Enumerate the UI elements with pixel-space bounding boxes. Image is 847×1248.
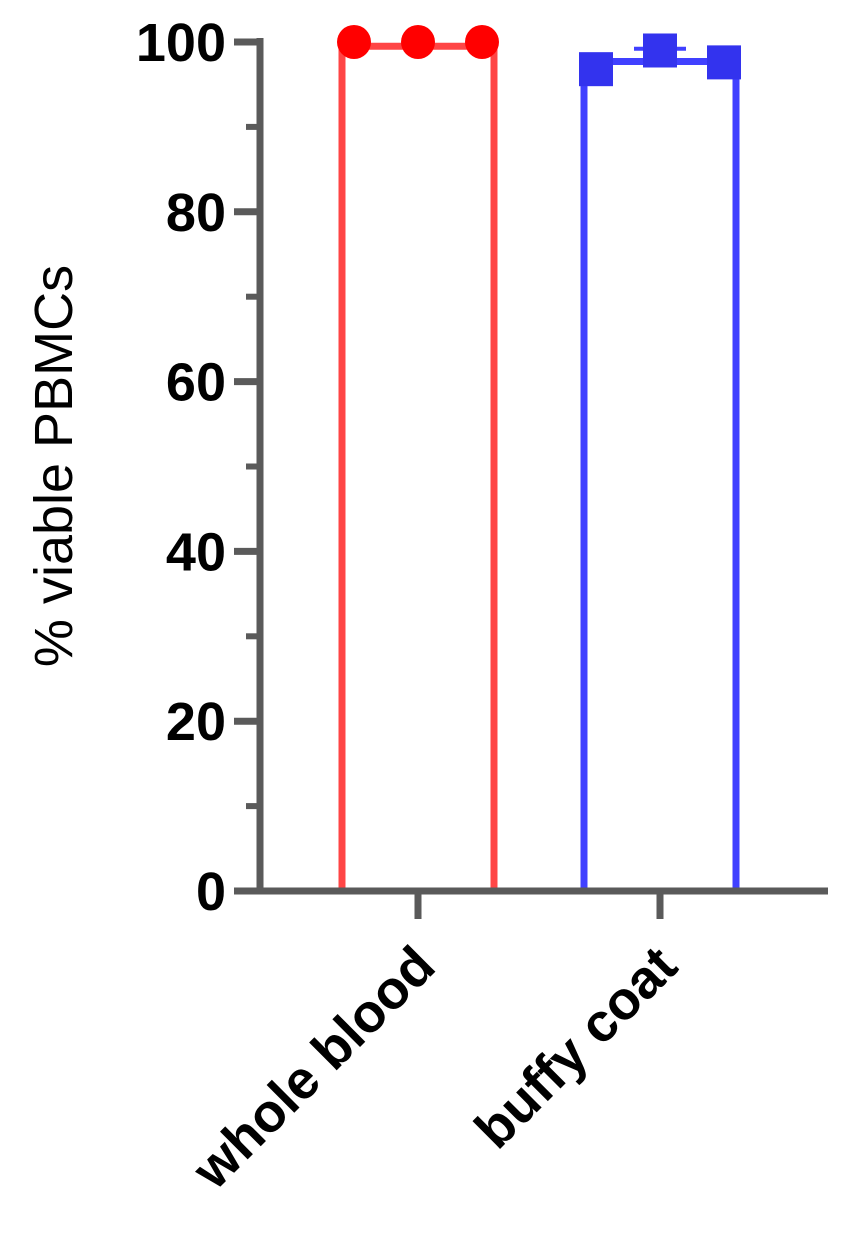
y-tick-label-40: 40 [166,522,226,582]
data-point-whole-blood [337,25,371,59]
x-tick-label-buffy-coat: buffy coat [464,935,689,1160]
y-tick-label-60: 60 [166,353,226,413]
x-tick-label-whole-blood: whole blood [181,935,447,1201]
bar-buffy-coat [580,58,740,891]
y-tick-label-20: 20 [166,692,226,752]
points-layer [337,25,741,87]
data-point-buffy-coat [707,45,741,80]
bars-layer [338,42,740,891]
bar-whole-blood [338,42,498,891]
y-tick-label-0: 0 [196,862,226,922]
y-axis-title: % viable PBMCs [24,265,84,667]
y-tick-label-100: 100 [136,13,226,73]
y-tick-label-80: 80 [166,183,226,243]
axis-layer [234,38,828,919]
data-point-whole-blood [465,25,499,59]
labels-layer: 0 20 40 60 80 100 whole blood buffy coat [136,13,689,1201]
data-point-buffy-coat [643,33,677,68]
data-point-whole-blood [401,25,435,59]
data-point-buffy-coat [579,52,613,87]
